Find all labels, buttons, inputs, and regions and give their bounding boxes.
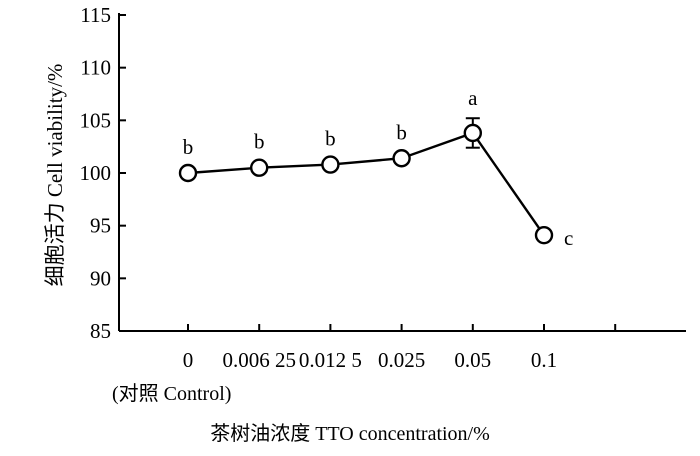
x-axis-title: 茶树油浓度 TTO concentration/%: [210, 423, 490, 445]
y-tick-label: 105: [80, 108, 112, 132]
data-point: [250, 158, 269, 177]
x-tick-label: 0.1: [531, 348, 557, 372]
y-tick-label: 85: [90, 319, 111, 343]
y-tick-label: 115: [80, 3, 111, 27]
data-point: [463, 123, 482, 143]
y-tick-label: 95: [90, 214, 111, 238]
significance-label: a: [468, 86, 478, 110]
x-tick-label: 0.05: [454, 348, 491, 372]
x-tick-label: 0.025: [378, 348, 425, 372]
x-tick-label: 0: [183, 348, 194, 372]
control-note: (对照 Control): [112, 383, 232, 405]
y-axis-title: 细胞活力 Cell viability/%: [43, 64, 67, 287]
y-tick-label: 90: [90, 266, 111, 290]
plot-area: b b b b a c: [178, 86, 573, 250]
significance-label: b: [254, 130, 265, 154]
significance-label: b: [396, 120, 407, 144]
data-point: [534, 225, 554, 245]
data-point: [392, 149, 411, 168]
x-tick-label: 0.012 5: [299, 348, 362, 372]
x-tick-label: 0.006 25: [222, 348, 296, 372]
significance-label: c: [564, 226, 573, 250]
series-line: [187, 131, 545, 236]
y-tick-label: 110: [80, 56, 111, 80]
y-tick-label: 100: [80, 161, 112, 185]
significance-label: b: [183, 135, 194, 159]
data-point: [321, 155, 340, 174]
axes: 85 90 95 100 105 110 115 0 0.006 25 0.012 5 0.025 0…: [43, 3, 686, 372]
data-point: [178, 163, 198, 183]
significance-label: b: [325, 127, 336, 151]
